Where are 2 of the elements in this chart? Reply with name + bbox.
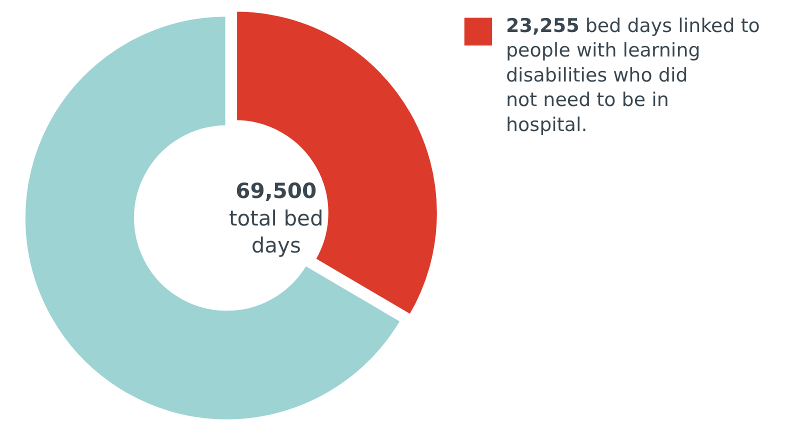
text: 69,500 total bed days — [229, 179, 324, 258]
legend-label: 23,255 bed days linked to people with learning disabilities who did not need to be in hospital. — [506, 15, 760, 136]
